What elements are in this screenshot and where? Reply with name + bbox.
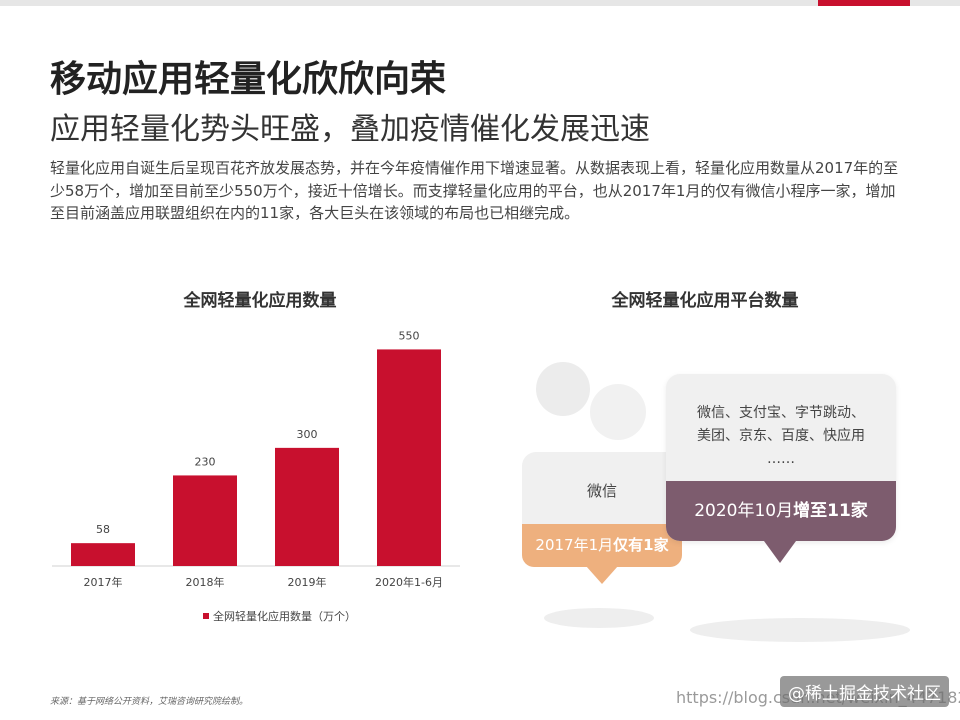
source-note: 来源：基于网络公开资料，艾瑞咨询研究院绘制。 (50, 697, 249, 707)
page-subtitle: 应用轻量化势头旺盛，叠加疫情催化发展迅速 (50, 112, 650, 147)
decor-shadow (690, 618, 910, 642)
body-paragraph: 轻量化应用自诞生后呈现百花齐放发展态势，并在今年疫情催作用下增速显著。从数据表现… (50, 159, 899, 222)
top-bar-accent (818, 0, 910, 6)
card-2017-band: 2017年1月仅有1家 (522, 524, 682, 567)
bar (377, 349, 441, 566)
card-2020-band-bold: 增至11家 (793, 501, 868, 521)
legend-label: 全网轻量化应用数量（万个） (213, 609, 356, 623)
data-label: 550 (399, 329, 420, 342)
card-2020: 微信、支付宝、字节跳动、 美团、京东、百度、快应用 …… 2020年10月增至1… (666, 374, 896, 563)
decor-circle (536, 362, 590, 416)
bar (275, 447, 339, 566)
bar (173, 475, 237, 566)
card-2017-body: 微信 (586, 482, 617, 500)
chart-title: 全网轻量化应用数量 (183, 291, 337, 311)
legend-swatch (203, 613, 209, 619)
x-tick-label: 2018年 (186, 575, 225, 589)
x-tick-label: 2019年 (288, 575, 327, 589)
x-tick-label: 2020年1-6月 (375, 575, 443, 589)
card-2017-tail (586, 566, 618, 584)
watermark-badge: @稀土掘金技术社区 (780, 676, 949, 707)
platform-panel-title: 全网轻量化应用平台数量 (611, 291, 799, 311)
bar-chart: 58 2017年 230 2018年 300 2019年 550 2020年1-6月全网轻量化… (52, 329, 460, 623)
decor-circle (590, 384, 646, 440)
card-2020-line: 美团、京东、百度、快应用 (697, 428, 865, 444)
page-title: 移动应用轻量化欣欣向荣 (50, 59, 447, 100)
platform-panel: 微信 2017年1月仅有1家 微信、支付宝、字节跳动、 美团、京东、百度、快应用… (510, 340, 930, 642)
x-tick-label: 2017年 (84, 575, 123, 589)
decor-shadow (544, 608, 654, 628)
card-2017-band-text: 2017年1月 (535, 536, 614, 554)
card-2017: 微信 2017年1月仅有1家 (522, 452, 682, 584)
card-2020-tail (764, 541, 796, 563)
card-2020-band-text: 2020年10月 (694, 501, 794, 521)
card-2020-body: 微信、支付宝、字节跳动、 美团、京东、百度、快应用 …… (666, 402, 896, 471)
data-label: 300 (297, 428, 318, 441)
data-label: 230 (195, 455, 216, 468)
card-2020-line: 微信、支付宝、字节跳动、 (697, 405, 865, 421)
bar (71, 543, 135, 566)
top-bar (0, 0, 960, 6)
card-2020-line: …… (767, 451, 795, 467)
card-2020-band: 2020年10月增至11家 (666, 481, 896, 541)
data-label: 58 (96, 523, 110, 536)
card-2017-band-bold: 仅有1家 (613, 536, 669, 554)
